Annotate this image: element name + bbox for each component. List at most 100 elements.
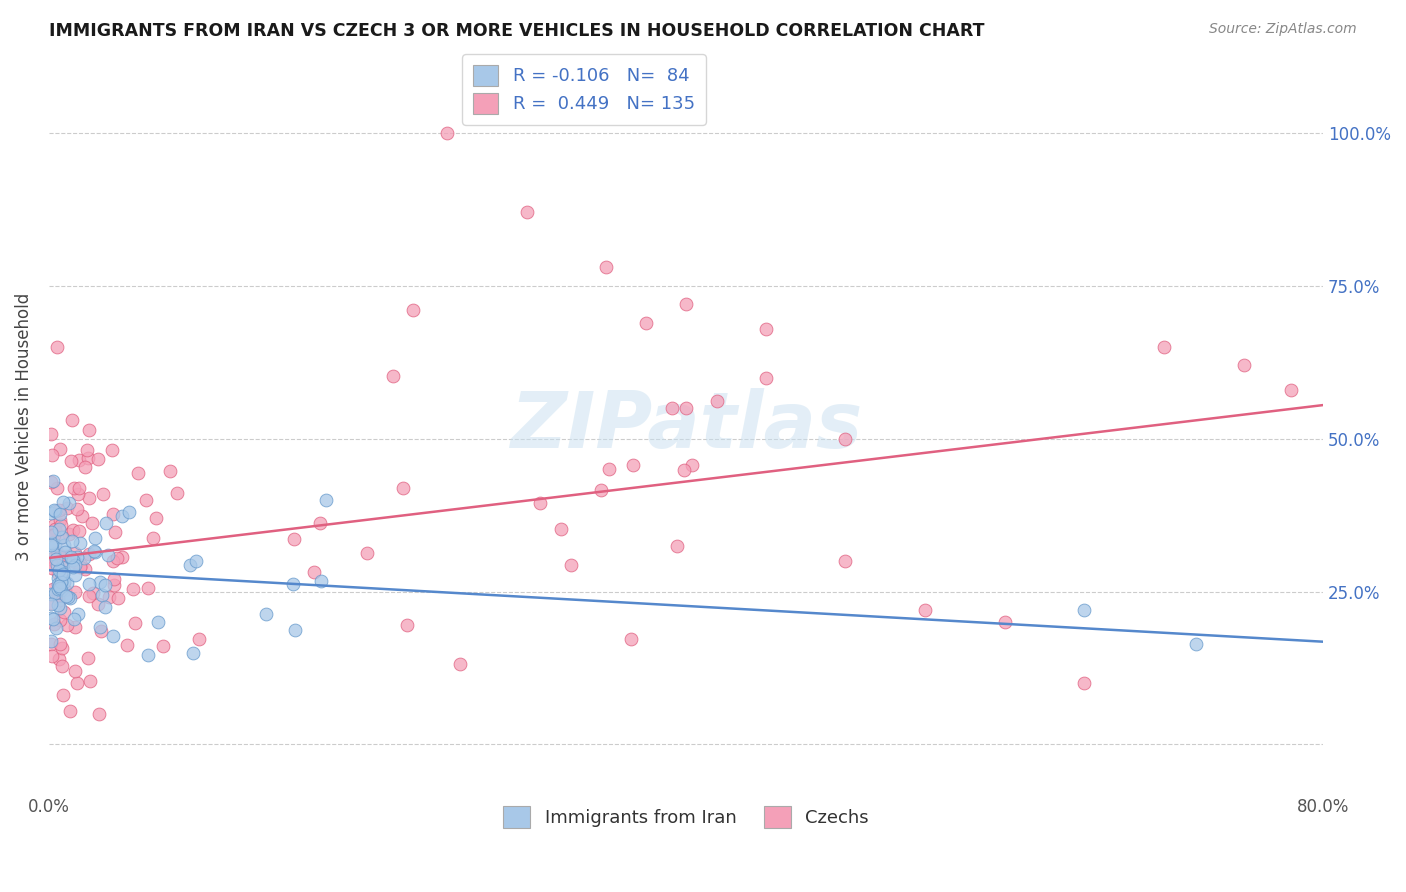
Point [55, 618, 77, 632]
Point [101, 507, 124, 521]
Point [79, 674, 101, 689]
Point [77, 589, 100, 603]
Point [63, 558, 86, 572]
Point [124, 616, 146, 631]
Point [115, 638, 138, 652]
Point [46, 566, 69, 580]
Point [560, 558, 582, 572]
Point [706, 394, 728, 409]
Point [834, 432, 856, 446]
Point [51, 573, 73, 587]
Point [45, 552, 67, 566]
Point [52, 494, 75, 508]
Point [254, 607, 277, 621]
Point [52, 605, 75, 619]
Point [63, 481, 86, 495]
Point [39, 556, 62, 570]
Point [436, 126, 458, 140]
Point [127, 466, 149, 480]
Point [179, 558, 201, 573]
Point [97, 590, 120, 604]
Point [45, 621, 67, 635]
Point [1184, 636, 1206, 650]
Point [60, 533, 83, 548]
Point [48, 563, 70, 577]
Point [41, 536, 63, 550]
Point [44, 586, 66, 600]
Point [48, 652, 70, 666]
Point [46, 577, 69, 591]
Point [46, 588, 69, 602]
Point [55, 589, 77, 603]
Point [44, 616, 66, 631]
Point [1073, 603, 1095, 617]
Point [46, 340, 69, 354]
Point [111, 508, 134, 523]
Point [46, 558, 69, 572]
Point [52, 567, 75, 582]
Point [41, 448, 63, 462]
Point [52, 688, 75, 702]
Point [186, 554, 208, 568]
Point [103, 572, 125, 586]
Point [66, 676, 89, 690]
Point [53, 545, 76, 559]
Point [66, 607, 89, 621]
Point [48, 522, 70, 536]
Point [53, 555, 76, 569]
Point [41, 528, 63, 542]
Point [76, 443, 98, 458]
Point [86, 597, 108, 611]
Point [55, 576, 77, 591]
Point [402, 302, 425, 317]
Text: Source: ZipAtlas.com: Source: ZipAtlas.com [1209, 22, 1357, 37]
Point [52, 565, 75, 579]
Point [65, 568, 87, 582]
Point [51, 559, 73, 574]
Point [55, 549, 77, 564]
Point [42, 612, 65, 626]
Point [1279, 383, 1302, 397]
Point [145, 511, 167, 525]
Point [91, 588, 114, 602]
Point [1153, 340, 1175, 354]
Point [66, 487, 89, 501]
Point [620, 632, 643, 647]
Legend: Immigrants from Iran, Czechs: Immigrants from Iran, Czechs [496, 799, 876, 836]
Point [96, 516, 118, 530]
Point [93, 578, 115, 592]
Point [42, 474, 65, 488]
Point [52, 575, 75, 590]
Point [63, 664, 86, 678]
Point [59, 591, 82, 606]
Point [77, 577, 100, 591]
Point [48, 579, 70, 593]
Point [159, 464, 181, 478]
Point [142, 531, 165, 545]
Point [62, 523, 84, 537]
Point [46, 572, 69, 586]
Point [181, 646, 204, 660]
Point [49, 508, 72, 522]
Point [309, 574, 332, 588]
Point [138, 648, 160, 662]
Point [89, 706, 111, 721]
Point [516, 205, 538, 219]
Point [46, 598, 69, 612]
Point [39, 597, 62, 611]
Point [529, 496, 551, 510]
Point [51, 640, 73, 655]
Point [39, 538, 62, 552]
Point [53, 582, 76, 597]
Point [73, 562, 96, 576]
Point [62, 559, 84, 574]
Point [66, 549, 89, 564]
Point [834, 554, 856, 568]
Point [914, 603, 936, 617]
Point [48, 442, 70, 457]
Point [41, 561, 63, 575]
Point [77, 491, 100, 505]
Point [994, 615, 1017, 629]
Point [82, 586, 104, 600]
Point [73, 550, 96, 565]
